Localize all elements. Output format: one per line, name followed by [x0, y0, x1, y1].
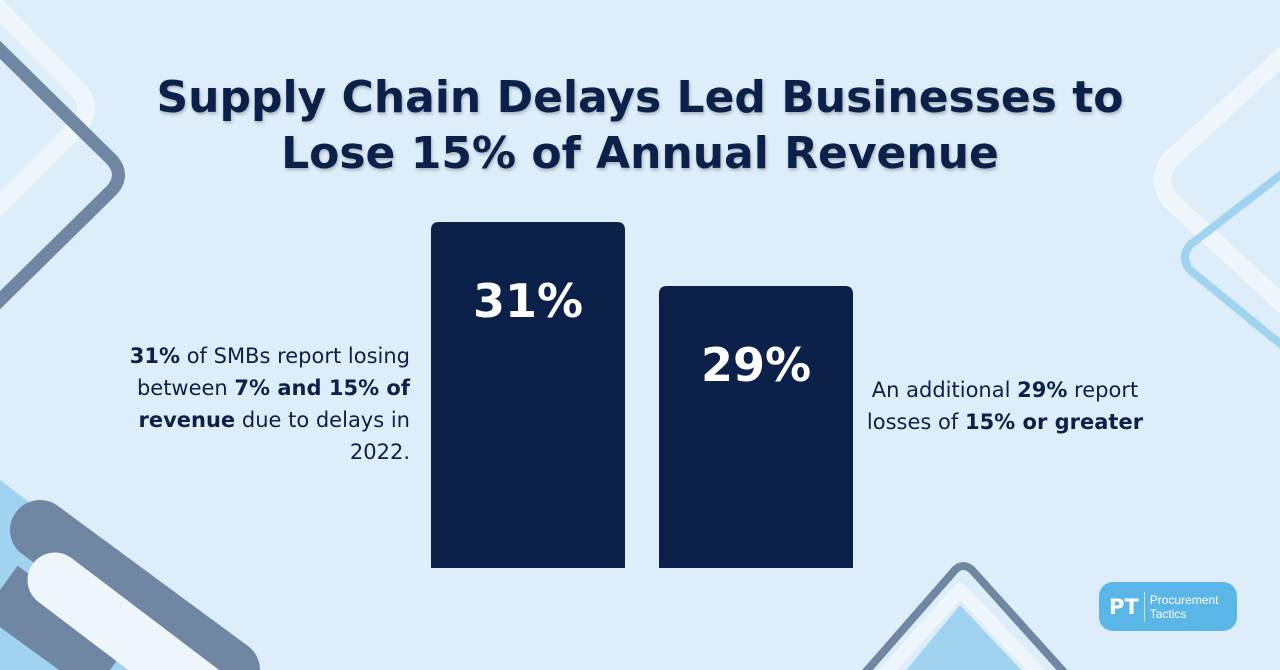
right-highlight-2: 15% or greater: [964, 410, 1144, 434]
bottom-center-diamond-shape: [862, 562, 1068, 670]
bar-label-1: 31%: [473, 274, 583, 328]
bottom-left-bars-shape: [0, 480, 260, 670]
bar-2: [659, 286, 853, 568]
right-diamond-shape: [1153, 46, 1280, 349]
right-highlight-1: 29%: [1017, 378, 1068, 402]
logo-name-line-1: Procurement: [1149, 592, 1219, 607]
right-text-1: An additional: [871, 378, 1018, 402]
logo-name-line-2: Tactics: [1149, 606, 1187, 621]
left-text-2: due to delays in 2022.: [235, 408, 410, 464]
logo-mark: PT: [1099, 591, 1145, 622]
right-text-2: report losses of: [866, 378, 1139, 434]
bar-1: [431, 222, 625, 568]
procurement-tactics-logo: PT Procurement Tactics: [1099, 582, 1237, 631]
top-left-diamond-shape: [0, 0, 125, 310]
bar-label-2: 29%: [701, 338, 811, 392]
left-highlight-2: 7% and 15% of revenue: [138, 376, 411, 432]
left-annotation: 31% of SMBs report losing between 7% and…: [100, 340, 410, 468]
left-text-1: of SMBs report losing between: [136, 344, 410, 400]
title-line-1: Supply Chain Delays Led Businesses to: [156, 72, 1124, 123]
logo-name: Procurement Tactics: [1145, 593, 1219, 621]
title-line-2: Lose 15% of Annual Revenue: [281, 128, 999, 179]
left-highlight-1: 31%: [129, 344, 181, 368]
right-annotation: An additional 29% report losses of 15% o…: [860, 374, 1150, 438]
page-title: Supply Chain Delays Led Businesses to Lo…: [0, 70, 1280, 182]
